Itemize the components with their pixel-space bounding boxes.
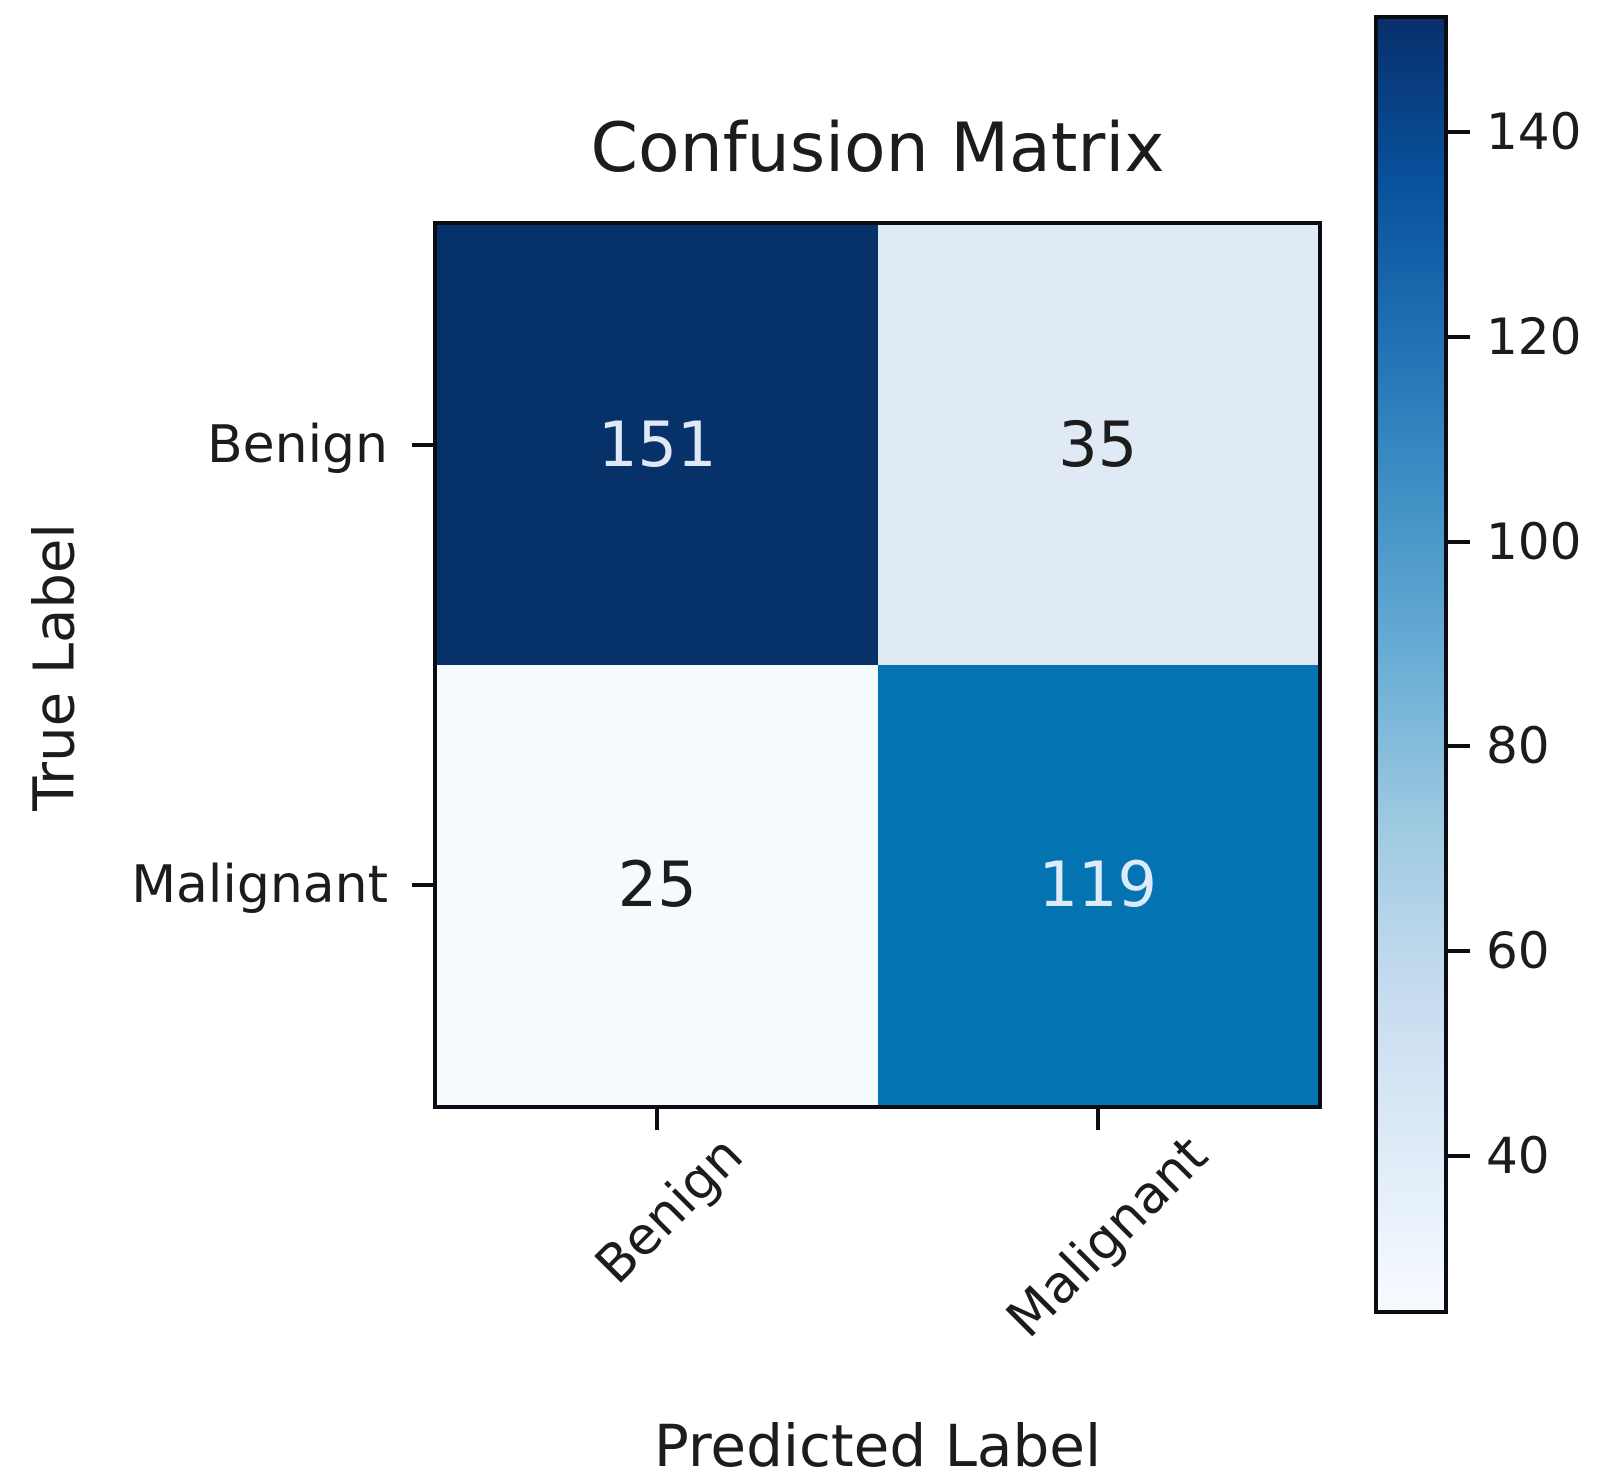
colorbar-tick-label: 140	[1486, 102, 1582, 161]
cell-value: 25	[617, 848, 697, 921]
chart-title: Confusion Matrix	[590, 109, 1165, 188]
colorbar: 40 60 80 100 120 140	[1374, 15, 1581, 1314]
cell-value: 151	[598, 408, 717, 481]
x-tick-label-benign: Benign	[584, 1125, 755, 1296]
cell-true-benign-pred-malignant: 35	[877, 225, 1318, 665]
colorbar-tick-mark	[1444, 334, 1470, 339]
colorbar-tick-mark	[1444, 539, 1470, 544]
y-tick-mark	[412, 883, 433, 887]
heatmap-grid: 151 35 25 119	[433, 221, 1322, 1109]
cell-value: 35	[1058, 408, 1138, 481]
y-tick-label-malignant: Malignant	[131, 855, 388, 915]
y-tick-label-benign: Benign	[206, 415, 388, 475]
colorbar-tick-label: 40	[1486, 1127, 1550, 1186]
colorbar-gradient	[1378, 19, 1444, 1310]
x-tick-label-malignant: Malignant	[995, 1125, 1220, 1350]
colorbar-tick-mark	[1444, 744, 1470, 749]
cell-true-malignant-pred-benign: 25	[437, 665, 878, 1105]
cell-true-malignant-pred-malignant: 119	[877, 665, 1318, 1105]
colorbar-tick-mark	[1444, 949, 1470, 954]
colorbar-tick-label: 80	[1486, 717, 1550, 776]
x-tick-mark	[655, 1109, 659, 1130]
y-tick-mark	[412, 443, 433, 447]
colorbar-tick-mark	[1444, 1154, 1470, 1159]
cell-true-benign-pred-benign: 151	[437, 225, 878, 665]
colorbar-tick-label: 100	[1486, 512, 1582, 571]
x-axis-label: Predicted Label	[653, 1412, 1102, 1480]
cell-value: 119	[1038, 848, 1157, 921]
colorbar-tick-label: 60	[1486, 922, 1550, 981]
x-tick-mark	[1096, 1109, 1100, 1130]
colorbar-tick-label: 120	[1486, 307, 1582, 366]
colorbar-tick-mark	[1444, 129, 1470, 134]
y-axis-label: True Label	[22, 523, 88, 811]
